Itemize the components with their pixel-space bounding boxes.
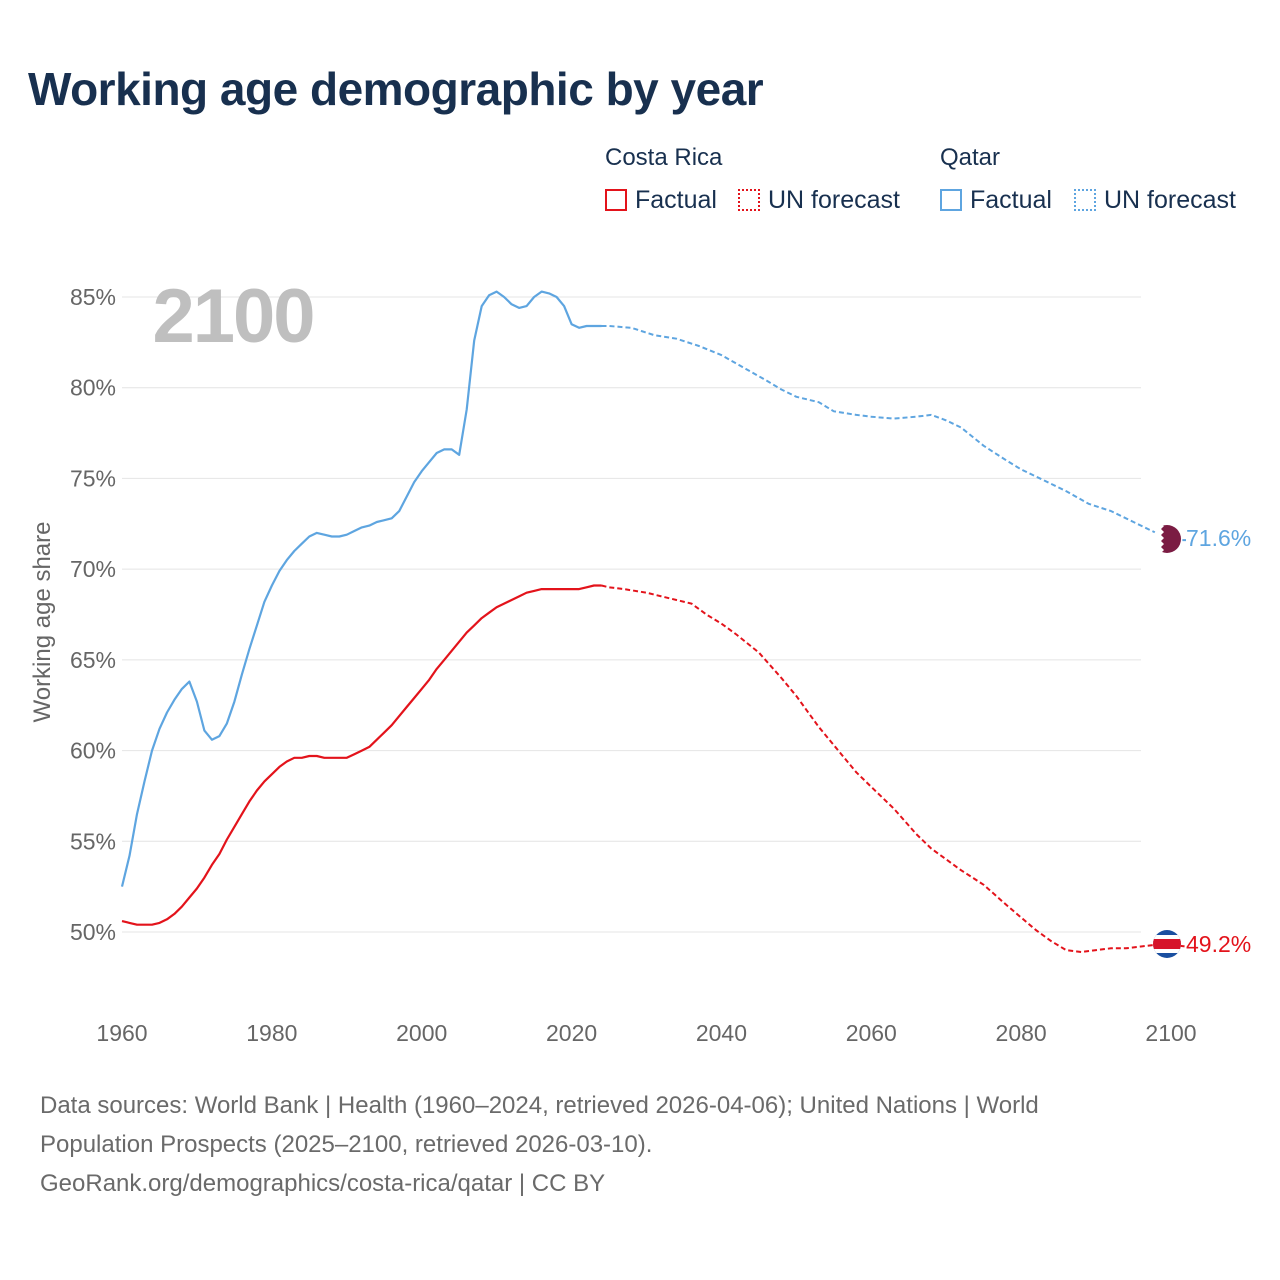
x-axis-ticks: 1960 1980 2000 2020 2040 2060 2080 2100 [96,1020,1196,1046]
qatar-factual-line [120,290,602,887]
x-tick-label: 2080 [996,1020,1047,1046]
legend-item-costa-rica-factual[interactable]: Factual [605,185,717,215]
y-tick-label: 85% [70,284,116,310]
y-tick-label: 50% [70,919,116,945]
legend-label: UN forecast [1104,185,1236,214]
qatar-forecast-line [601,325,1186,542]
x-tick-label: 2100 [1145,1020,1196,1046]
footer-line: Population Prospects (2025–2100, retriev… [40,1131,653,1158]
y-tick-label: 75% [70,465,116,491]
costa-rica-flag-icon [1153,930,1181,958]
legend-item-qatar-factual[interactable]: Factual [940,185,1052,215]
legend-item-qatar-forecast[interactable]: UN forecast [1074,185,1236,215]
costa-rica-factual-line [121,584,602,926]
footer-line: Data sources: World Bank | Health (1960–… [40,1092,1039,1119]
legend-swatch-solid [940,189,962,211]
legend-label: Factual [970,185,1052,214]
x-tick-label: 2040 [696,1020,747,1046]
x-tick-label: 2060 [846,1020,897,1046]
series-layer [120,290,1187,953]
y-axis-ticks: 50% 55% 60% 65% 70% 75% 80% 85% [70,284,116,945]
legend-swatch-dotted [738,189,760,211]
qatar-flag-icon [1153,525,1181,553]
chart-title: Working age demographic by year [28,63,764,115]
legend-swatch-dotted [1074,189,1096,211]
y-tick-label: 65% [70,647,116,673]
costa-rica-forecast-line [601,584,1187,953]
legend-item-costa-rica-forecast[interactable]: UN forecast [738,185,900,215]
y-tick-label: 55% [70,828,116,854]
gridlines [122,296,1141,933]
y-tick-label: 60% [70,738,116,764]
x-tick-label: 1980 [246,1020,297,1046]
line-chart: 50% 55% 60% 65% 70% 75% 80% 85% 1960 1980 2000 202… [29,274,1251,1046]
y-axis-label: Working age share [29,522,56,723]
footer-line: GeoRank.org/demographics/costa-rica/qata… [40,1170,606,1197]
footer-sources: Data sources: World Bank | Health (1960–… [40,1086,1220,1203]
legend-country-qatar: Qatar [940,144,1001,171]
legend-label: Factual [635,185,717,214]
x-tick-label: 2020 [546,1020,597,1046]
legend-label: UN forecast [768,185,900,214]
legend-swatch-solid [605,189,627,211]
legend-country-costa-rica: Costa Rica [605,144,723,171]
year-watermark: 2100 [152,274,313,359]
x-tick-label: 1960 [96,1020,147,1046]
y-tick-label: 80% [70,375,116,401]
y-tick-label: 70% [70,556,116,582]
qatar-end-label: 71.6% [1186,525,1251,551]
x-tick-label: 2000 [396,1020,447,1046]
costa-rica-end-label: 49.2% [1186,931,1251,957]
